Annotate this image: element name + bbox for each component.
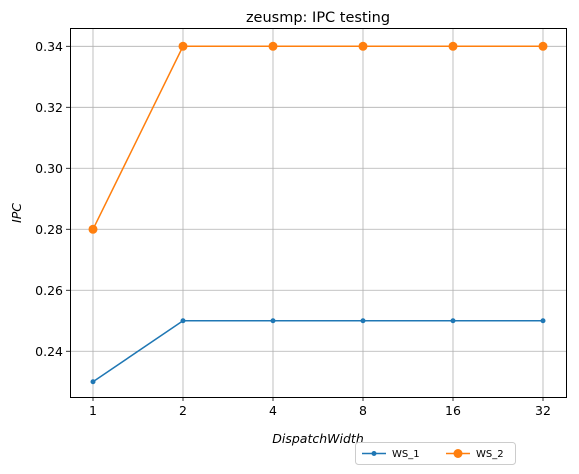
data-point bbox=[88, 224, 98, 234]
legend-marker bbox=[371, 451, 377, 456]
data-point bbox=[450, 318, 456, 324]
data-point bbox=[178, 41, 188, 51]
plot-frame bbox=[70, 28, 567, 398]
legend-entry-WS_1: WS_1 bbox=[362, 449, 420, 460]
x-axis-label: DispatchWidth bbox=[272, 431, 364, 446]
legend-label: WS_2 bbox=[476, 449, 504, 460]
x-axis-ticks: 1 2 4 8 16 32 bbox=[89, 397, 551, 418]
data-point bbox=[538, 41, 548, 51]
series-line bbox=[92, 45, 543, 230]
series-WS_1 bbox=[90, 318, 546, 385]
y-tick-label: 0.32 bbox=[35, 100, 63, 115]
grid bbox=[70, 28, 566, 397]
legend-label: WS_1 bbox=[392, 449, 420, 460]
x-tick-label: 8 bbox=[359, 403, 367, 418]
data-point bbox=[358, 41, 368, 51]
legend-entry-WS_2: WS_2 bbox=[446, 449, 504, 460]
legend: WS_1 WS_2 bbox=[355, 442, 516, 465]
data-point bbox=[268, 41, 278, 51]
data-point bbox=[360, 318, 366, 324]
y-tick-label: 0.30 bbox=[35, 161, 63, 176]
series-layer bbox=[88, 41, 548, 385]
legend-box bbox=[355, 442, 516, 465]
chart-title: zeusmp: IPC testing bbox=[246, 10, 390, 26]
data-point bbox=[270, 318, 276, 324]
data-point bbox=[540, 318, 546, 324]
y-axis-ticks: 0.24 0.26 0.28 0.30 0.32 0.34 bbox=[35, 39, 70, 359]
x-tick-label: 4 bbox=[269, 403, 277, 418]
y-axis-label: IPC bbox=[9, 203, 24, 223]
x-tick-label: 1 bbox=[89, 403, 97, 418]
x-tick-label: 32 bbox=[535, 403, 551, 418]
data-point bbox=[90, 379, 96, 385]
series-WS_2 bbox=[88, 41, 548, 234]
x-tick-label: 2 bbox=[179, 403, 187, 418]
legend-marker bbox=[453, 449, 463, 458]
data-point bbox=[180, 318, 186, 324]
y-tick-label: 0.34 bbox=[35, 39, 63, 54]
x-tick-label: 16 bbox=[445, 403, 461, 418]
series-line bbox=[92, 320, 543, 383]
data-point bbox=[448, 41, 458, 51]
y-tick-label: 0.24 bbox=[35, 344, 63, 359]
y-tick-label: 0.28 bbox=[35, 222, 63, 237]
y-tick-label: 0.26 bbox=[35, 283, 63, 298]
